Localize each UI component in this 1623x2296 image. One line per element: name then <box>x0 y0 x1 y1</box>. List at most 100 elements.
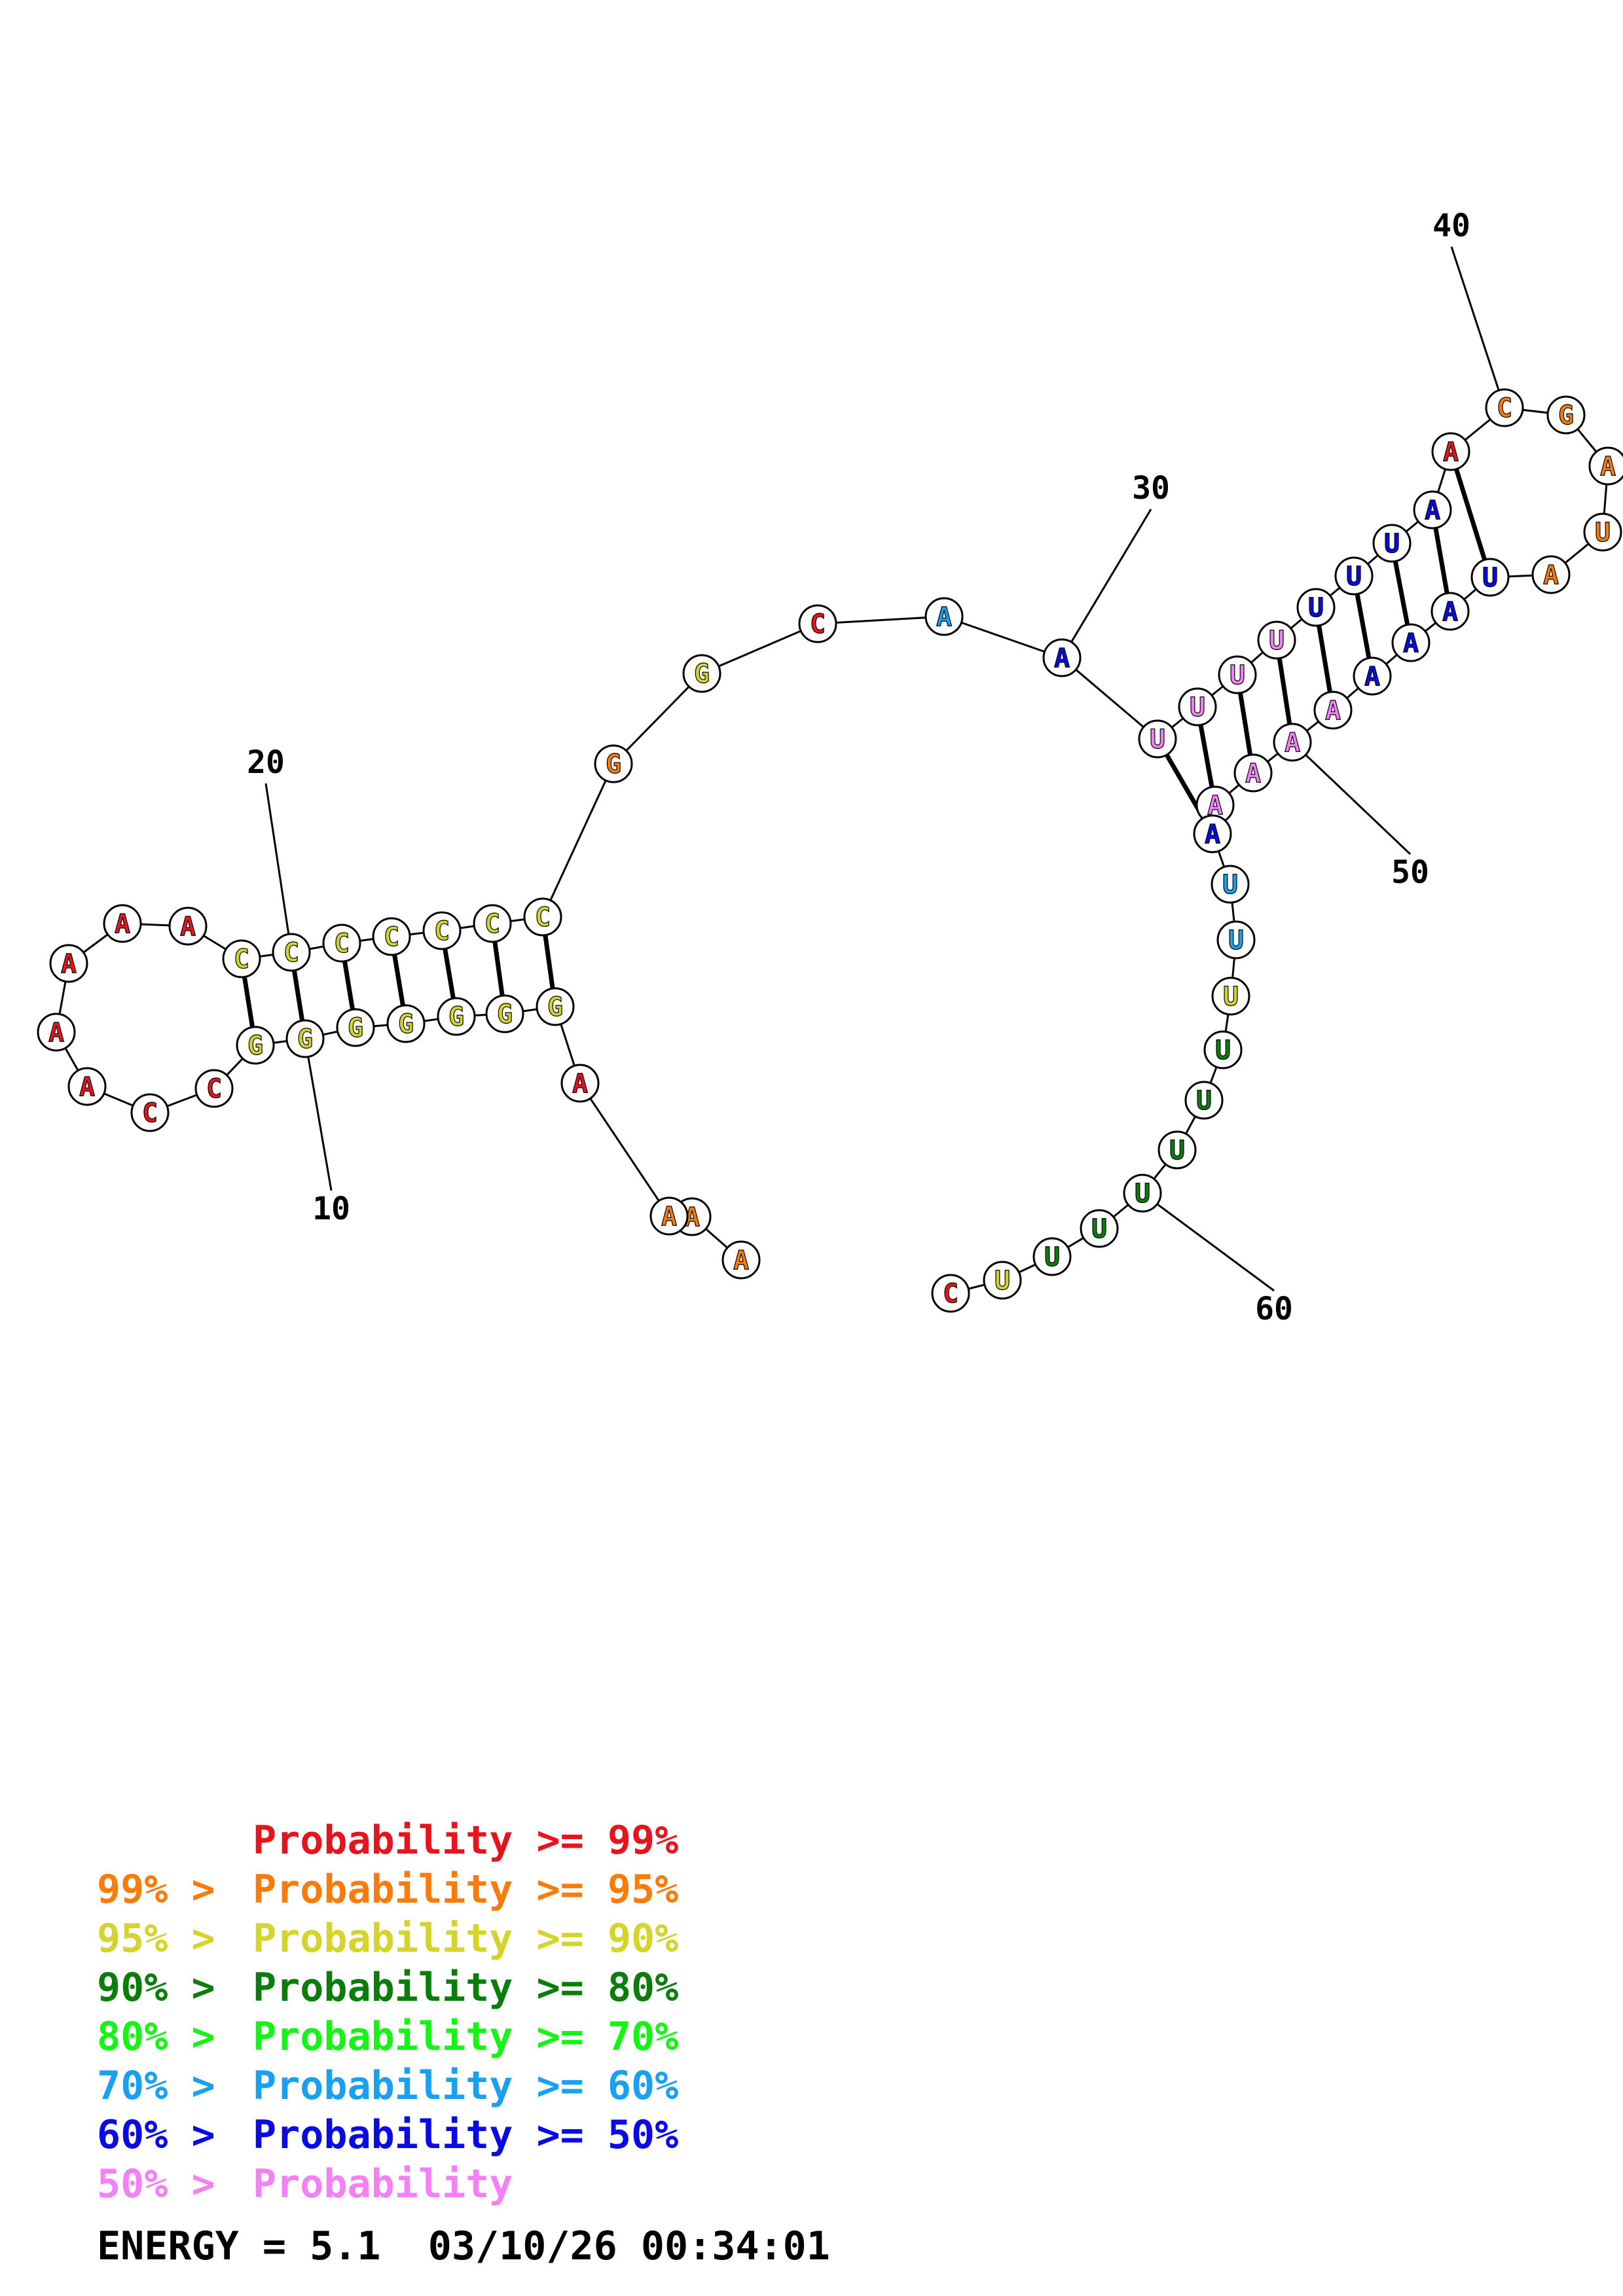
nucleotide-circle <box>1391 623 1431 662</box>
nucleotide-base: U <box>1269 626 1285 656</box>
nucleotide: U <box>1184 1081 1224 1120</box>
nucleotide-base: A <box>1054 643 1070 673</box>
energy-footer: ENERGY = 5.1 03/10/26 00:34:01 <box>97 2223 830 2269</box>
nucleotide-base: U <box>1384 529 1400 559</box>
legend-prefix: 99% > <box>97 1867 215 1912</box>
legend-label: Probability >= 90% <box>253 1916 678 1962</box>
position-tick-label: 30 <box>1132 470 1170 507</box>
nucleotide-base: G <box>606 749 621 780</box>
backbone-segment <box>579 1083 670 1217</box>
nucleotide: C <box>422 911 462 950</box>
nucleotide: C <box>322 924 361 963</box>
base-pair-bond <box>443 948 456 999</box>
nucleotide: U <box>1218 655 1257 694</box>
nucleotide: A <box>1042 638 1082 677</box>
nucleotide: C <box>372 917 411 956</box>
nucleotide-circle <box>1158 1130 1197 1170</box>
position-tick-line <box>1061 509 1152 658</box>
nucleotide-base: U <box>1482 563 1498 593</box>
legend-row: 99% > Probability >= 95% <box>97 1867 678 1912</box>
nucleotide-circle <box>37 1013 76 1052</box>
nucleotide-base: C <box>434 916 450 946</box>
base-pair-bond <box>291 970 305 1021</box>
nucleotide-base: U <box>1228 925 1244 956</box>
position-tick-line <box>304 1038 333 1191</box>
nucleotide-base: C <box>283 938 299 968</box>
nucleotide-base: U <box>1308 593 1324 623</box>
nucleotide-base: U <box>1091 1214 1107 1244</box>
nucleotide-base: G <box>398 1009 414 1039</box>
position-tick-label: 20 <box>247 744 285 781</box>
nucleotide-base: A <box>48 1018 64 1048</box>
position-tick-label: 60 <box>1255 1291 1293 1327</box>
nucleotide-base: A <box>733 1246 749 1276</box>
nucleotide-circle <box>1296 588 1336 627</box>
backbone-segment <box>541 763 615 918</box>
nucleotide-base: U <box>1044 1242 1060 1272</box>
nucleotide-base: G <box>297 1024 313 1054</box>
nucleotide-circle <box>1431 592 1470 631</box>
legend-row: 80% > Probability >= 70% <box>97 2014 678 2060</box>
nucleotide: U <box>1032 1237 1072 1276</box>
nucleotide-circle <box>1273 723 1312 762</box>
nucleotide: A <box>1193 814 1232 853</box>
nucleotide-base: U <box>1150 725 1165 755</box>
position-tick-label: 50 <box>1391 854 1429 891</box>
nucleotide: C <box>473 904 512 943</box>
legend-prefix: 95% > <box>97 1916 215 1962</box>
base-pair-bond <box>242 977 255 1028</box>
nucleotide-circle <box>1531 555 1571 594</box>
nucleotide: A <box>924 597 964 636</box>
nucleotide-circle <box>560 1064 600 1103</box>
nucleotide-circle <box>222 939 261 978</box>
nucleotide-circle <box>1138 719 1177 759</box>
nucleotide-circle <box>1372 524 1412 563</box>
nucleotide-circle <box>1042 638 1082 677</box>
base-pair-bond <box>1277 658 1292 725</box>
nucleotide-circle <box>322 924 361 963</box>
nucleotide-circle <box>1123 1174 1162 1213</box>
nucleotide-base: U <box>1169 1136 1185 1166</box>
nucleotide: U <box>1296 588 1336 627</box>
nucleotide: G <box>594 744 633 783</box>
nucleotide-circle <box>336 1008 375 1047</box>
nucleotide-circle <box>983 1261 1022 1300</box>
nucleotide-base: G <box>547 992 563 1022</box>
nucleotide: A <box>1431 592 1470 631</box>
nucleotide-base: C <box>206 1074 222 1104</box>
position-tick-line <box>264 783 293 953</box>
legend-label: Probability >= 95% <box>253 1867 678 1912</box>
nucleotide-circle <box>1184 1081 1224 1120</box>
nucleotide-base: A <box>1425 495 1440 526</box>
nucleotide-circle <box>1431 432 1470 471</box>
nucleotide-base: A <box>1543 560 1559 590</box>
base-pair-bond <box>392 954 405 1006</box>
nucleotide-circle <box>1211 977 1250 1016</box>
base-pair-bond <box>543 935 555 989</box>
nucleotide: U <box>1138 719 1177 759</box>
nucleotide: G <box>236 1026 275 1065</box>
nucleotide-circle <box>1216 920 1256 960</box>
nucleotide-base: A <box>661 1202 677 1232</box>
nucleotide-base: C <box>334 929 350 959</box>
nucleotide-base: C <box>142 1098 158 1128</box>
nucleotide-circle <box>1353 656 1392 696</box>
nucleotide: A <box>37 1013 76 1052</box>
nucleotide: A <box>1353 656 1392 696</box>
position-tick-line <box>1291 741 1412 855</box>
nucleotide-circle <box>1546 395 1586 435</box>
nucleotide-circle <box>1588 446 1623 486</box>
nucleotide-circle <box>1193 814 1232 853</box>
nucleotide-base: G <box>247 1031 263 1061</box>
nucleotide-base: A <box>1403 628 1419 658</box>
nucleotide-base: G <box>694 659 710 689</box>
nucleotide-base: C <box>1497 393 1512 423</box>
base-pair-layer <box>242 468 1487 1028</box>
backbone-segment <box>817 615 945 625</box>
nucleotide-circle <box>1334 556 1374 596</box>
nucleotide-circle <box>649 1196 689 1236</box>
nucleotide-base: A <box>572 1069 588 1099</box>
nucleotide-base: A <box>1325 696 1341 726</box>
nucleotide-circle <box>1178 687 1217 726</box>
nucleotide: G <box>1546 395 1586 435</box>
